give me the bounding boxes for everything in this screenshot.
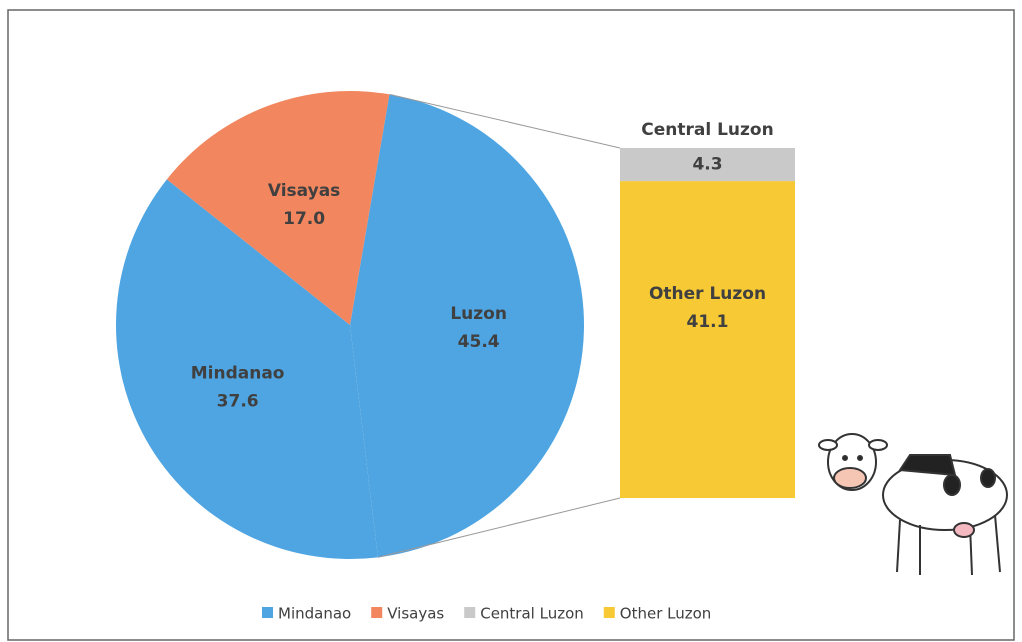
connector-line [377,497,621,558]
legend-swatch [603,607,615,618]
bar-segment [620,148,795,182]
connector-line [389,93,621,149]
pie-slice [166,91,390,325]
segment-label: Central Luzon [641,120,773,140]
legend-label: Other Luzon [620,605,712,623]
slice-value: 45.4 [458,332,500,352]
legend-swatch [371,607,383,618]
legend-label: Mindanao [278,605,351,623]
legend-swatch [262,607,273,618]
slice-label: Mindanao [191,364,285,384]
pie-slice [116,179,378,559]
segment-value: 4.3 [692,155,722,175]
legend-label: Visayas [387,605,444,623]
slice-label: Luzon [450,304,507,324]
pie-slice [350,94,584,558]
slice-value: 37.6 [217,392,259,412]
legend-swatch [464,607,476,618]
bar-segment [620,181,795,498]
legend-label: Central Luzon [480,605,584,623]
cow-illustration [818,433,1008,576]
segment-value: 41.1 [687,312,729,332]
slice-label: Visayas [268,181,340,201]
segment-label: Other Luzon [649,284,766,304]
slice-value: 17.0 [283,209,325,229]
